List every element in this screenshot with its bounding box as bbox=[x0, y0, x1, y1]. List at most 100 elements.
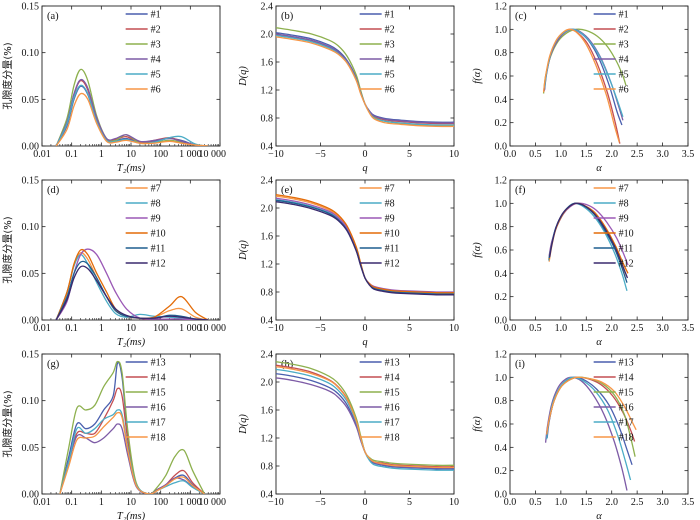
x-tick-label: 3.5 bbox=[682, 149, 695, 160]
y-tick-label: 0.8 bbox=[495, 396, 508, 407]
x-tick-label: 10 000 bbox=[199, 497, 227, 508]
y-tick-label: 0.2 bbox=[495, 292, 508, 303]
series-line-4 bbox=[276, 33, 454, 124]
legend-label: #16 bbox=[619, 403, 634, 414]
legend: #1 #2 #3 #4 #5 #6 bbox=[359, 10, 395, 96]
legend-label: #10 bbox=[619, 229, 634, 240]
legend-label: #6 bbox=[151, 85, 161, 96]
y-axis-title: f(α) bbox=[472, 242, 483, 258]
x-tick-label: 10 bbox=[449, 149, 459, 160]
x-tick-label: 1 bbox=[99, 149, 104, 160]
x-tick-label: 3.0 bbox=[656, 323, 669, 334]
legend: #1 #2 #3 #4 #5 #6 bbox=[593, 10, 629, 96]
x-tick-label: 0.5 bbox=[529, 149, 542, 160]
series-line-15 bbox=[59, 360, 206, 494]
x-tick-label: 1 000 bbox=[179, 149, 202, 160]
x-tick-label: 1.5 bbox=[580, 497, 593, 508]
x-tick-label: 10 bbox=[449, 497, 459, 508]
x-tick-label: 10 bbox=[126, 149, 136, 160]
x-tick-label: 0.1 bbox=[65, 149, 78, 160]
x-axis-title: T₂(ms) bbox=[117, 163, 146, 174]
y-tick-label: 0.10 bbox=[22, 396, 40, 407]
series-lines bbox=[276, 194, 454, 296]
legend-label: #6 bbox=[385, 85, 395, 96]
legend-label: #1 bbox=[151, 10, 161, 21]
y-tick-label: 2.0 bbox=[261, 30, 274, 41]
panel-label: (f) bbox=[515, 185, 526, 196]
y-axis-title: f(α) bbox=[472, 416, 483, 432]
legend-label: #15 bbox=[151, 388, 166, 399]
x-tick-label: 1 000 bbox=[179, 323, 202, 334]
y-tick-label: 0.0 bbox=[495, 490, 508, 501]
y-tick-label: 0.00 bbox=[22, 142, 40, 153]
series-line-18 bbox=[545, 376, 637, 435]
panel-label: (g) bbox=[47, 359, 60, 370]
series-line-9 bbox=[55, 248, 209, 320]
x-tick-label: 1.5 bbox=[580, 323, 593, 334]
x-tick-label: 2.5 bbox=[631, 497, 644, 508]
y-tick-label: 0.00 bbox=[22, 316, 40, 327]
panel-i: 0.0 0.5 1.0 1.5 2.0 2.5 3.0 3.5 0.0 0.2 0.4 0.6 0.8 1… bbox=[472, 350, 694, 520]
y-tick-label: 1.2 bbox=[495, 350, 508, 361]
x-tick-label: 0 bbox=[363, 323, 368, 334]
x-tick-label: −10 bbox=[268, 497, 284, 508]
legend-label: #8 bbox=[619, 199, 629, 210]
legend-label: #1 bbox=[385, 10, 395, 21]
y-tick-label: 0.15 bbox=[22, 350, 40, 361]
x-axis-title: q bbox=[362, 163, 367, 174]
legend-label: #6 bbox=[619, 85, 629, 96]
series-line-13 bbox=[276, 372, 454, 470]
series-lines bbox=[276, 27, 454, 128]
x-tick-label: −5 bbox=[315, 497, 326, 508]
x-tick-label: 1 bbox=[99, 497, 104, 508]
series-line-6 bbox=[55, 92, 209, 146]
y-tick-label: 1.2 bbox=[261, 260, 274, 271]
series-lines bbox=[544, 376, 637, 491]
series-line-12 bbox=[549, 202, 629, 279]
series-line-2 bbox=[276, 34, 454, 125]
y-tick-label: 1.0 bbox=[495, 373, 508, 384]
x-tick-label: 0.01 bbox=[33, 323, 51, 334]
y-tick-label: 0.10 bbox=[22, 48, 40, 59]
legend-label: #2 bbox=[385, 25, 395, 36]
series-line-3 bbox=[55, 68, 209, 146]
x-tick-label: 100 bbox=[153, 323, 168, 334]
series-lines bbox=[542, 28, 627, 144]
legend-label: #4 bbox=[619, 55, 629, 66]
legend: #7 #8 #9 #10 #11 #12 bbox=[125, 184, 166, 270]
plot-frame bbox=[509, 353, 689, 495]
legend-label: #15 bbox=[619, 388, 634, 399]
legend-label: #8 bbox=[151, 199, 161, 210]
legend-label: #14 bbox=[151, 373, 166, 384]
panel-label: (b) bbox=[281, 11, 294, 22]
y-axis-title: D(q) bbox=[238, 66, 249, 87]
legend-label: #5 bbox=[385, 70, 395, 81]
y-tick-label: 1.2 bbox=[495, 2, 508, 13]
legend-label: #12 bbox=[619, 259, 634, 270]
x-tick-label: 0.1 bbox=[65, 497, 78, 508]
y-tick-label: 0.2 bbox=[495, 466, 508, 477]
legend-label: #13 bbox=[385, 358, 400, 369]
series-line-12 bbox=[55, 265, 209, 320]
y-tick-label: 0.4 bbox=[495, 269, 508, 280]
series-line-17 bbox=[276, 368, 454, 471]
x-tick-label: 100 bbox=[153, 149, 168, 160]
y-axis-title: f(α) bbox=[472, 68, 483, 84]
y-tick-label: 1.2 bbox=[261, 434, 274, 445]
panel-label: (d) bbox=[47, 185, 60, 196]
legend: #13 #14 #15 #16 #17 #18 bbox=[593, 358, 634, 444]
series-line-18 bbox=[59, 411, 205, 494]
legend-label: #4 bbox=[151, 55, 161, 66]
y-tick-label: 0.6 bbox=[495, 72, 508, 83]
y-tick-label: 1.2 bbox=[261, 86, 274, 97]
x-tick-label: −10 bbox=[268, 323, 284, 334]
legend: #13 #14 #15 #16 #17 #18 bbox=[359, 358, 400, 444]
y-tick-label: 0.8 bbox=[261, 462, 274, 473]
x-tick-label: 2.0 bbox=[605, 323, 618, 334]
x-tick-label: 2.5 bbox=[631, 149, 644, 160]
legend-label: #16 bbox=[151, 403, 166, 414]
plot-frame bbox=[509, 5, 689, 147]
legend-label: #10 bbox=[385, 229, 400, 240]
